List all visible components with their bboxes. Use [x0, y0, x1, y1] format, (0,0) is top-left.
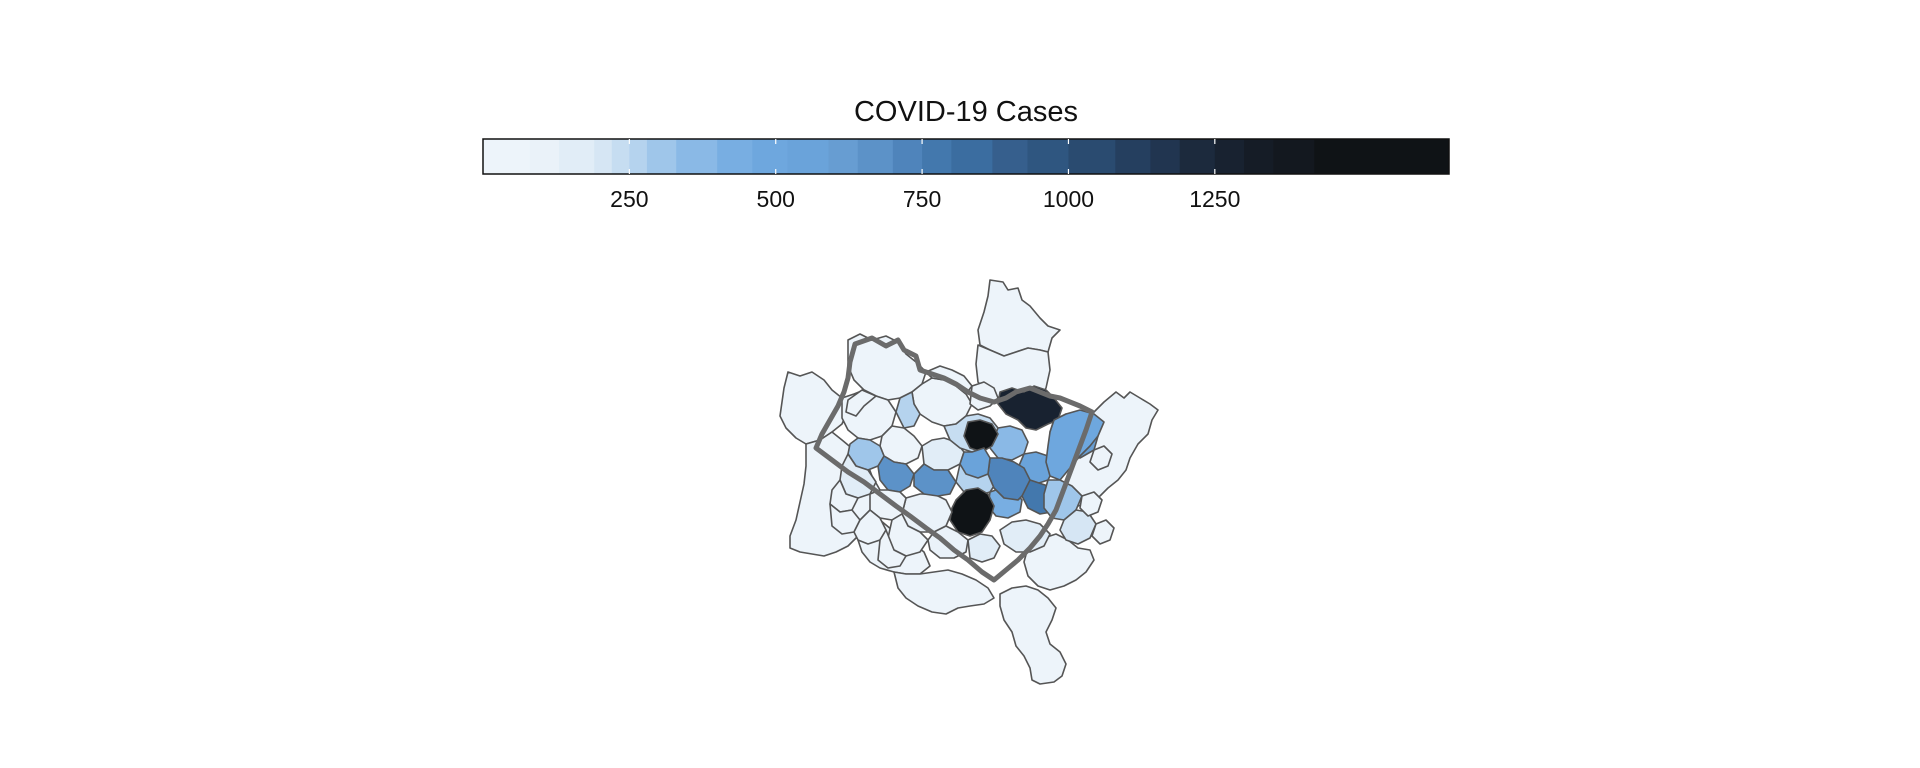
- colorbar-bin: [1273, 139, 1315, 174]
- colorbar-ticks: 250 500 750 1000 1250: [610, 139, 1240, 212]
- zip-region: [845, 389, 877, 417]
- zip-region: [949, 487, 995, 537]
- choropleth-map: [779, 279, 1159, 685]
- colorbar-tick-label: 1000: [1043, 186, 1094, 212]
- colorbar-bin: [892, 139, 923, 174]
- colorbar-bin: [483, 139, 531, 174]
- colorbar-bin: [1150, 139, 1181, 174]
- colorbar-bin: [717, 139, 753, 174]
- zip-region: [959, 447, 991, 479]
- colorbar-bin: [992, 139, 1028, 174]
- zip-region: [1045, 409, 1105, 481]
- colorbar-bin: [1244, 139, 1274, 174]
- colorbar-bins: [483, 139, 1450, 174]
- colorbar-bin: [828, 139, 859, 174]
- zip-region: [877, 455, 915, 493]
- colorbar-tick-label: 250: [610, 186, 648, 212]
- colorbar-bin: [787, 139, 829, 174]
- zip-region: [1091, 519, 1115, 545]
- zip-region: [977, 279, 1061, 357]
- zip-region: [913, 463, 957, 497]
- zip-region: [999, 585, 1067, 685]
- colorbar-bin: [1179, 139, 1216, 174]
- zip-region: [893, 569, 995, 615]
- legend-title: COVID-19 Cases: [854, 96, 1078, 128]
- zip-region: [847, 437, 885, 471]
- zip-region: [1079, 491, 1103, 517]
- zip-region: [999, 519, 1051, 553]
- colorbar-bin: [676, 139, 718, 174]
- colorbar-bin: [629, 139, 648, 174]
- colorbar-frame: [482, 138, 1450, 175]
- colorbar-bin: [646, 139, 677, 174]
- colorbar-bin: [922, 139, 952, 174]
- zip-region: [1089, 445, 1113, 471]
- colorbar-bin: [1314, 139, 1450, 174]
- zip-region: [1059, 509, 1097, 545]
- colorbar-bin: [559, 139, 595, 174]
- colorbar-bin: [951, 139, 993, 174]
- colorbar-tick-label: 500: [757, 186, 795, 212]
- colorbar-tick-label: 750: [903, 186, 941, 212]
- colorbar-bin: [594, 139, 613, 174]
- colorbar-legend: COVID-19 Cases 250 500 750 1000 1250: [482, 96, 1450, 212]
- city-boundary: [813, 335, 1095, 583]
- colorbar-bin: [529, 139, 560, 174]
- zip-region: [877, 529, 907, 569]
- zip-region: [1023, 533, 1095, 591]
- colorbar-bin: [611, 139, 630, 174]
- zip-region: [967, 533, 1001, 563]
- colorbar-bin: [857, 139, 894, 174]
- zip-region: [963, 419, 999, 453]
- colorbar-bin: [1115, 139, 1151, 174]
- colorbar-bin: [1068, 139, 1116, 174]
- zip-region: [895, 391, 921, 429]
- colorbar-bin: [752, 139, 788, 174]
- colorbar-tick-label: 1250: [1189, 186, 1240, 212]
- colorbar-bin: [1027, 139, 1069, 174]
- colorbar-bin: [1214, 139, 1245, 174]
